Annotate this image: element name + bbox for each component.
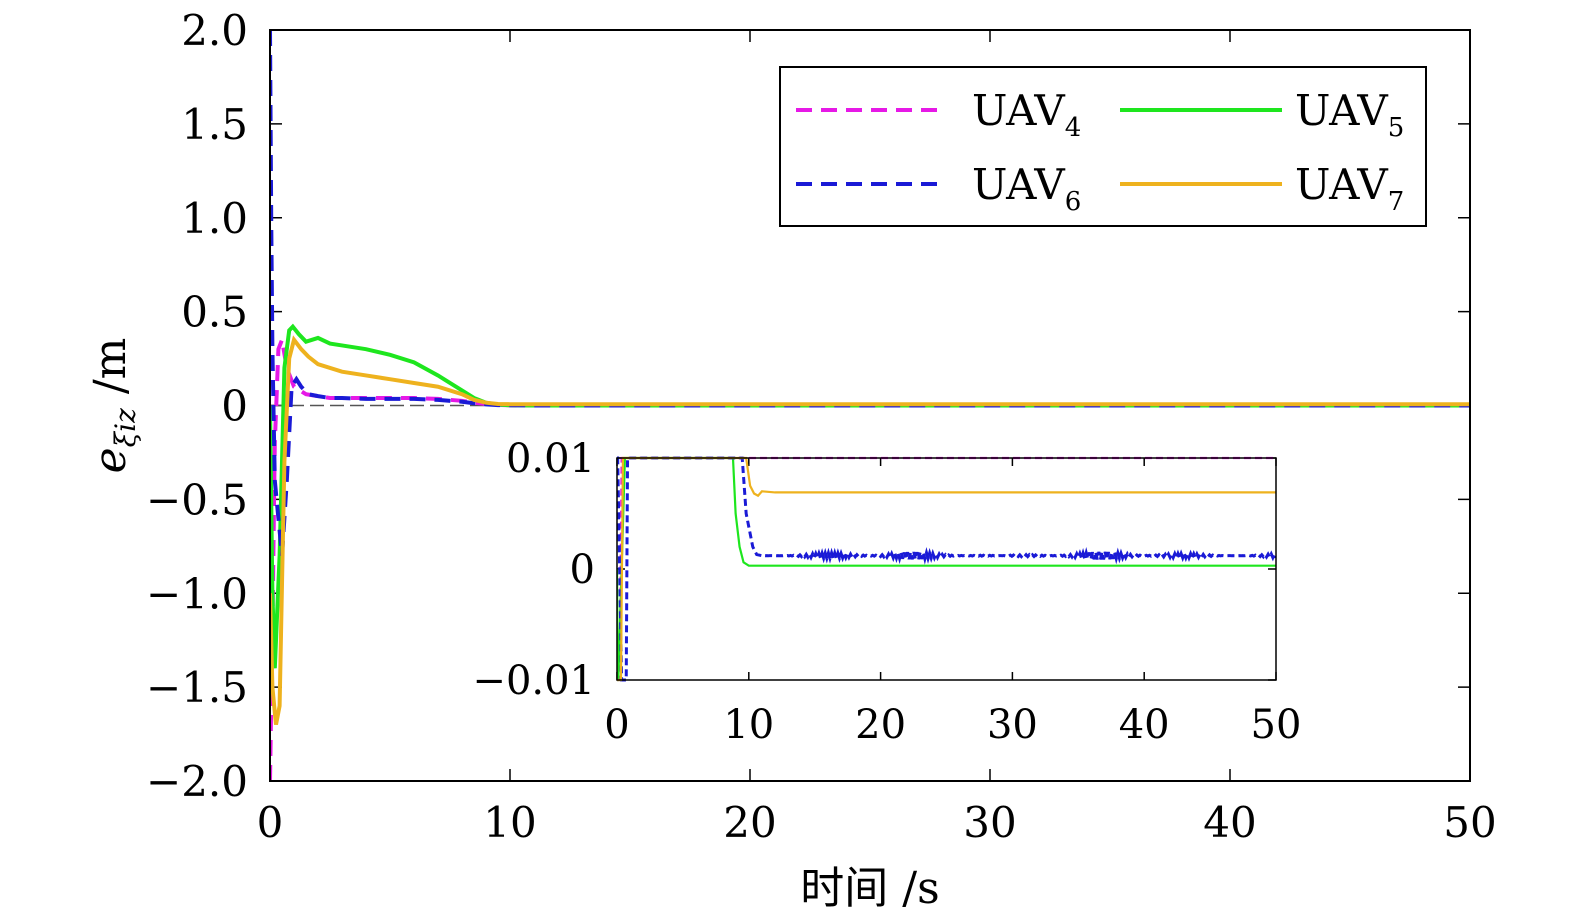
main-ytick-label: 0.5	[181, 288, 248, 337]
legend-label-name: UAV	[972, 86, 1065, 135]
legend-label-subscript: 5	[1388, 113, 1405, 143]
legend-label-subscript: 4	[1065, 113, 1082, 143]
main-ytick-label: −1.0	[146, 569, 248, 618]
inset-xtick-label: 40	[1119, 702, 1170, 748]
legend-label-name: UAV	[1295, 86, 1388, 135]
main-axes-frame	[269, 29, 1471, 782]
y-axis-label-symbol: e	[85, 447, 136, 473]
legend-box	[779, 66, 1427, 227]
main-ytick-label: −1.5	[146, 663, 248, 712]
legend-label-name: UAV	[972, 160, 1065, 209]
inset-xtick-label: 0	[604, 702, 629, 748]
inset-ytick-label: 0.01	[506, 436, 595, 482]
inset-xtick-label: 30	[987, 702, 1038, 748]
x-axis-label: 时间 /s	[800, 863, 939, 914]
inset-xtick-label: 20	[855, 702, 906, 748]
main-xtick-label: 50	[1443, 798, 1496, 847]
main-xtick-label: 40	[1203, 798, 1256, 847]
inset-uav6-line	[617, 456, 1276, 682]
inset-ytick-label: 0	[570, 547, 595, 593]
main-ytick-label: 1.0	[181, 194, 248, 243]
inset-background	[617, 458, 1276, 680]
main-ytick-label: 2.0	[181, 6, 248, 55]
main-xtick-label: 20	[723, 798, 776, 847]
main-xtick-label: 10	[483, 798, 536, 847]
main-xtick-label: 30	[963, 798, 1016, 847]
main-uav7-line	[270, 335, 1470, 726]
legend-label-subscript: 6	[1065, 187, 1082, 217]
main-ytick-label: 1.5	[181, 100, 248, 149]
legend-label-name: UAV	[1295, 160, 1388, 209]
main-ytick-label: 0	[221, 382, 248, 431]
y-axis-label-subscript: ξiz	[109, 408, 142, 447]
legend-label-uav4: UAV4	[972, 86, 1081, 143]
main-ytick-label: −0.5	[146, 475, 248, 524]
main-xtick-label: 0	[257, 798, 284, 847]
legend-label-uav6: UAV6	[972, 160, 1081, 217]
y-axis-label-unit: /m	[85, 338, 136, 409]
legend-label-uav7: UAV7	[1295, 160, 1404, 217]
inset-ytick-label: −0.01	[472, 658, 595, 704]
main-ytick-label: −2.0	[146, 757, 248, 806]
inset-xtick-label: 10	[723, 702, 774, 748]
y-axis-label: eξiz /m	[85, 338, 142, 474]
legend-label-uav5: UAV5	[1295, 86, 1404, 143]
inset-xtick-label: 50	[1251, 702, 1302, 748]
legend-label-subscript: 7	[1388, 187, 1405, 217]
inset-axes-frame	[616, 457, 1277, 681]
